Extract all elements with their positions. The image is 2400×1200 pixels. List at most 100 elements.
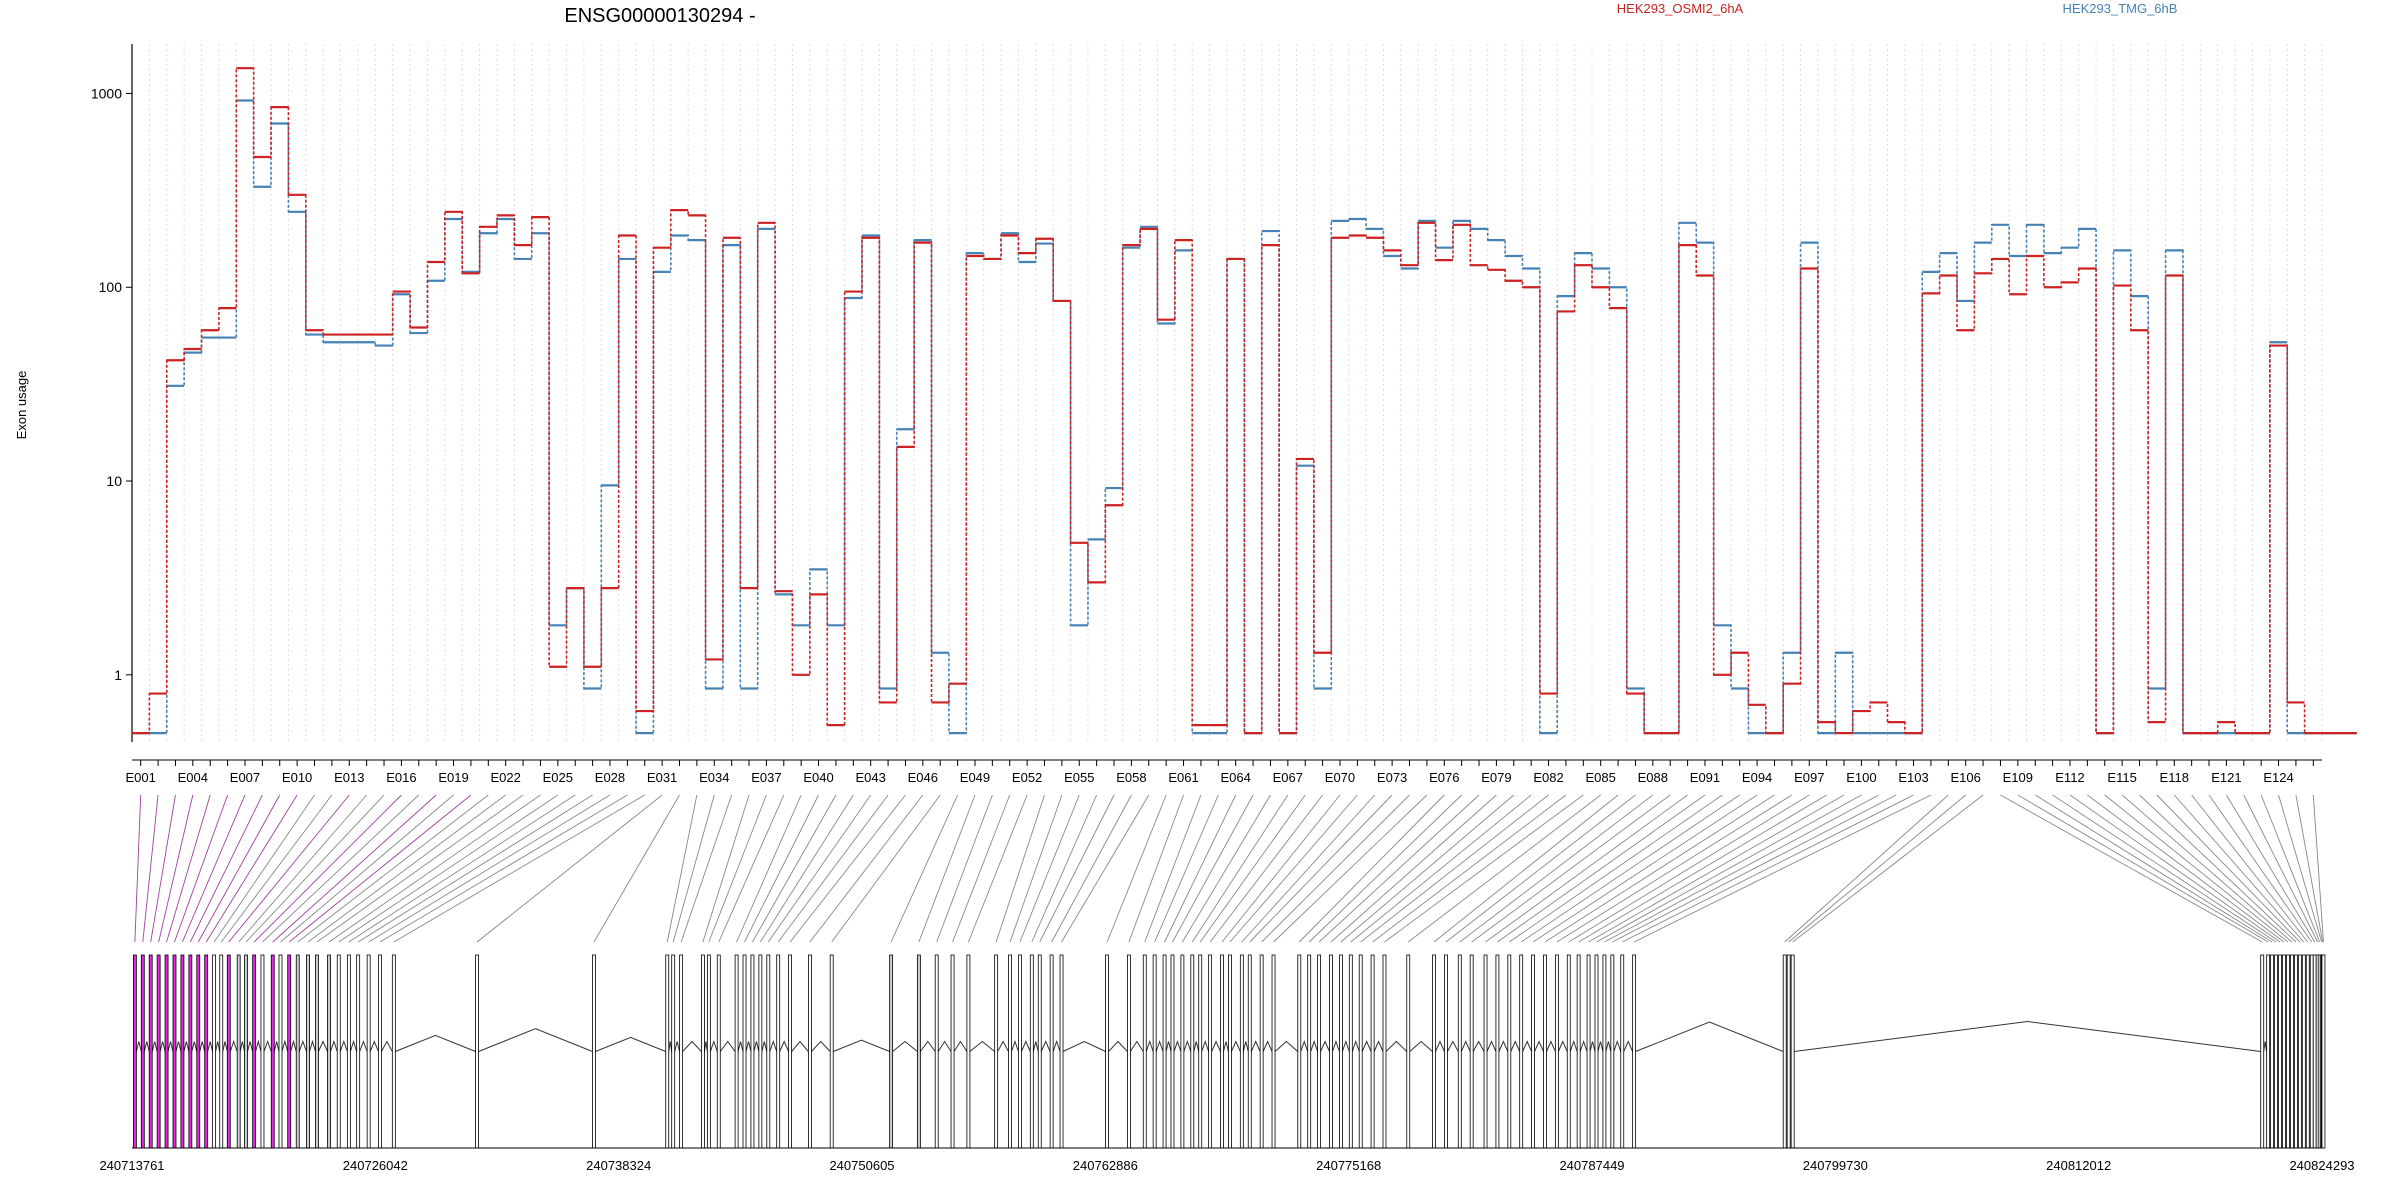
exon-block — [1208, 954, 1213, 1149]
exon-block — [1370, 954, 1375, 1149]
exon-connector — [1051, 794, 1132, 943]
exon-connector — [2226, 794, 2316, 943]
exon-connector — [1384, 794, 1584, 943]
intron-chevron — [273, 1041, 280, 1052]
exon-connector — [1612, 794, 1897, 943]
intron-chevron — [1040, 1040, 1051, 1052]
exon-connector — [288, 794, 472, 943]
intron-chevron — [753, 1041, 760, 1052]
exon-block — [1170, 954, 1175, 1149]
intron-chevron — [135, 1041, 142, 1052]
exon-block — [1358, 954, 1363, 1149]
x-tick-label: E025 — [543, 770, 573, 785]
exon-connector — [995, 794, 1045, 943]
exon-connector — [1128, 794, 1184, 943]
exon-block — [204, 954, 209, 1149]
intron-chevron — [1310, 1039, 1319, 1052]
y-axis-ticks: 1 10 100 1000 — [91, 85, 132, 683]
x-tick-label: E067 — [1273, 770, 1303, 785]
intron-chevron — [1460, 1040, 1471, 1052]
exon-connector — [1784, 794, 1949, 943]
exon-connector — [744, 794, 819, 943]
exon-connector — [2000, 794, 2263, 943]
x-tick-label: E007 — [230, 770, 260, 785]
exon-connector — [2156, 794, 2301, 943]
intron-chevron — [761, 1041, 768, 1052]
chart-title: ENSG00000130294 - — [564, 5, 755, 27]
exon-block — [1247, 954, 1252, 1149]
exon-block — [966, 954, 971, 1149]
x-tick-label: E043 — [856, 770, 886, 785]
exon-connector — [1372, 794, 1567, 943]
y-tick-label: 1 — [114, 667, 122, 683]
exon-connector — [1261, 794, 1410, 943]
exon-block — [1543, 954, 1547, 1149]
intron-chevron — [167, 1041, 174, 1052]
exon-connector — [158, 794, 194, 943]
exon-connector — [1459, 794, 1654, 943]
exon-connector — [890, 794, 959, 943]
exon-connector — [952, 794, 1011, 943]
exon-block — [252, 954, 257, 1149]
coordinate-label: 240726042 — [343, 1158, 408, 1173]
intron-chevron — [317, 1040, 328, 1052]
intron-chevron — [1546, 1040, 1556, 1052]
x-tick-label: E052 — [1012, 770, 1042, 785]
intron-chevron — [1165, 1041, 1172, 1052]
exon-block — [1126, 954, 1131, 1149]
exon-block — [679, 954, 684, 1149]
exon-connector — [1241, 794, 1376, 943]
intron-chevron — [1320, 1040, 1330, 1052]
exon-block — [1594, 954, 1599, 1149]
exon-connector — [1433, 794, 1619, 943]
exon-connector — [789, 794, 906, 943]
exon-connector — [1556, 794, 1793, 943]
exon-connector — [593, 794, 680, 943]
intron-chevron — [1635, 1021, 1784, 1052]
exon-connector — [1221, 794, 1341, 943]
x-tick-label: E010 — [282, 770, 312, 785]
exon-connector — [2087, 794, 2285, 943]
exon-block — [164, 954, 169, 1149]
exon-connector — [1497, 794, 1706, 943]
exon-connector — [2069, 794, 2281, 943]
exon-connector — [1520, 794, 1740, 943]
intron-chevron — [1385, 1040, 1408, 1052]
intron-chevron — [1498, 1040, 1509, 1052]
exon-connector — [2139, 794, 2297, 943]
x-tick-label: E073 — [1377, 770, 1407, 785]
intron-chevron — [969, 1040, 995, 1052]
x-tick-label: E040 — [803, 770, 833, 785]
exon-connector — [702, 794, 750, 943]
exon-connector — [736, 794, 802, 943]
intron-chevron — [1486, 1040, 1497, 1052]
intron-chevron — [1589, 1041, 1596, 1052]
exon-block — [306, 954, 310, 1149]
x-tick-label: E079 — [1481, 770, 1511, 785]
exon-connector — [2243, 794, 2319, 943]
exon-block — [829, 954, 834, 1149]
exon-block — [172, 954, 177, 1149]
x-tick-label: E034 — [699, 770, 729, 785]
intron-chevron — [359, 1040, 368, 1052]
exon-connector — [2121, 794, 2293, 943]
exon-block — [1790, 954, 1795, 1149]
exon-block — [196, 954, 201, 1149]
exon-block — [1105, 954, 1110, 1149]
exon-block — [1786, 954, 1791, 1149]
intron-chevron — [207, 1041, 214, 1052]
intron-chevron — [1361, 1040, 1372, 1052]
x-tick-label: E019 — [438, 770, 468, 785]
exon-connector — [220, 794, 333, 943]
x-tick-label: E121 — [2211, 770, 2241, 785]
exon-block — [188, 954, 193, 1149]
exon-connector — [134, 794, 142, 943]
intron-chevron — [703, 1041, 708, 1052]
exon-connector — [368, 794, 611, 943]
exon-connector — [1350, 794, 1532, 943]
x-tick-label: E028 — [595, 770, 625, 785]
exon-block — [1507, 954, 1512, 1149]
exon-connector — [142, 794, 159, 943]
exon-block — [1576, 954, 1581, 1149]
exon-block — [706, 954, 711, 1149]
